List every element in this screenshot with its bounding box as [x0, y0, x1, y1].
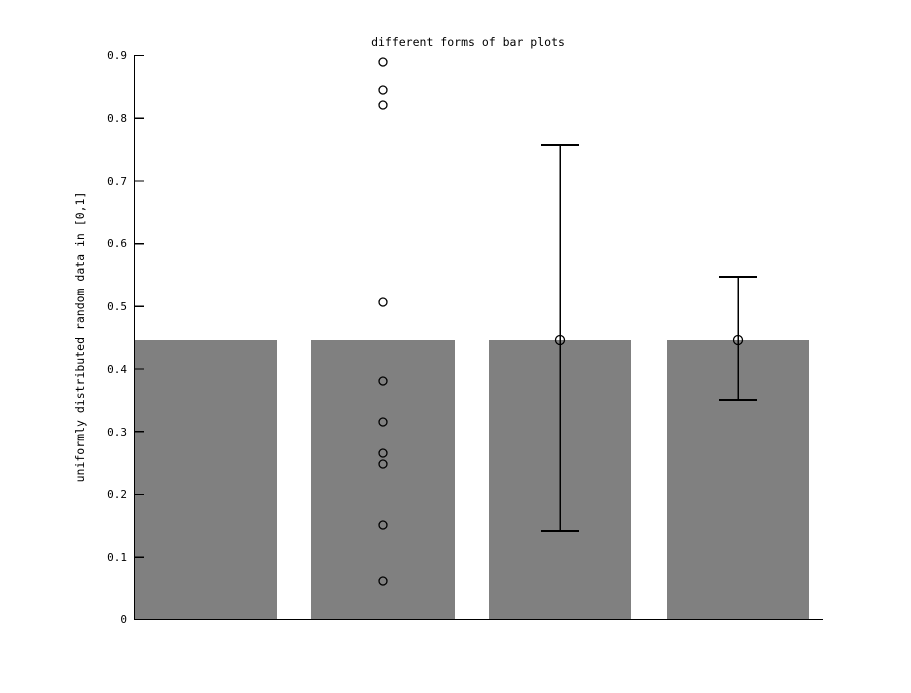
y-tick-label-0.8: 0.8: [107, 112, 127, 125]
data-point-marker: [378, 376, 388, 386]
errorbar-center-marker: [732, 334, 744, 346]
y-tick-label-0.3: 0.3: [107, 426, 127, 439]
y-tick-label-0: 0: [120, 613, 127, 626]
data-point-marker: [378, 448, 388, 458]
data-point-marker: [378, 297, 388, 307]
axes-group: [133, 54, 823, 621]
scatter-overlay-bar-2: [378, 57, 388, 586]
data-point-marker: [378, 100, 388, 110]
y-tick-label-0.4: 0.4: [107, 363, 127, 376]
y-tick-label-0.1: 0.1: [107, 551, 127, 564]
data-point-marker: [378, 417, 388, 427]
y-tick-label-0.5: 0.5: [107, 300, 127, 313]
data-point-marker: [378, 459, 388, 469]
bar-1: [135, 340, 277, 619]
chart-title: different forms of bar plots: [371, 35, 565, 49]
y-axis-ticks: [134, 54, 144, 558]
y-axis-tick-labels: 0.9 0.8 0.7 0.6 0.5 0.4 0.3 0.2 0.1 0: [107, 49, 127, 626]
data-point-marker: [378, 520, 388, 530]
data-point-marker: [378, 85, 388, 95]
errorbar-bar-4: [719, 276, 757, 401]
y-tick-label-0.9: 0.9: [107, 49, 127, 62]
data-point-marker: [378, 57, 388, 67]
y-tick-label-0.6: 0.6: [107, 237, 127, 250]
y-tick-label-0.2: 0.2: [107, 488, 127, 501]
y-axis-title: uniformly distributed random data in [0,…: [73, 192, 87, 483]
data-point-marker: [378, 576, 388, 586]
errorbar-bar-3: [541, 144, 579, 532]
y-tick-label-0.7: 0.7: [107, 175, 127, 188]
bar-2: [311, 340, 455, 619]
errorbar-center-marker: [554, 334, 566, 346]
